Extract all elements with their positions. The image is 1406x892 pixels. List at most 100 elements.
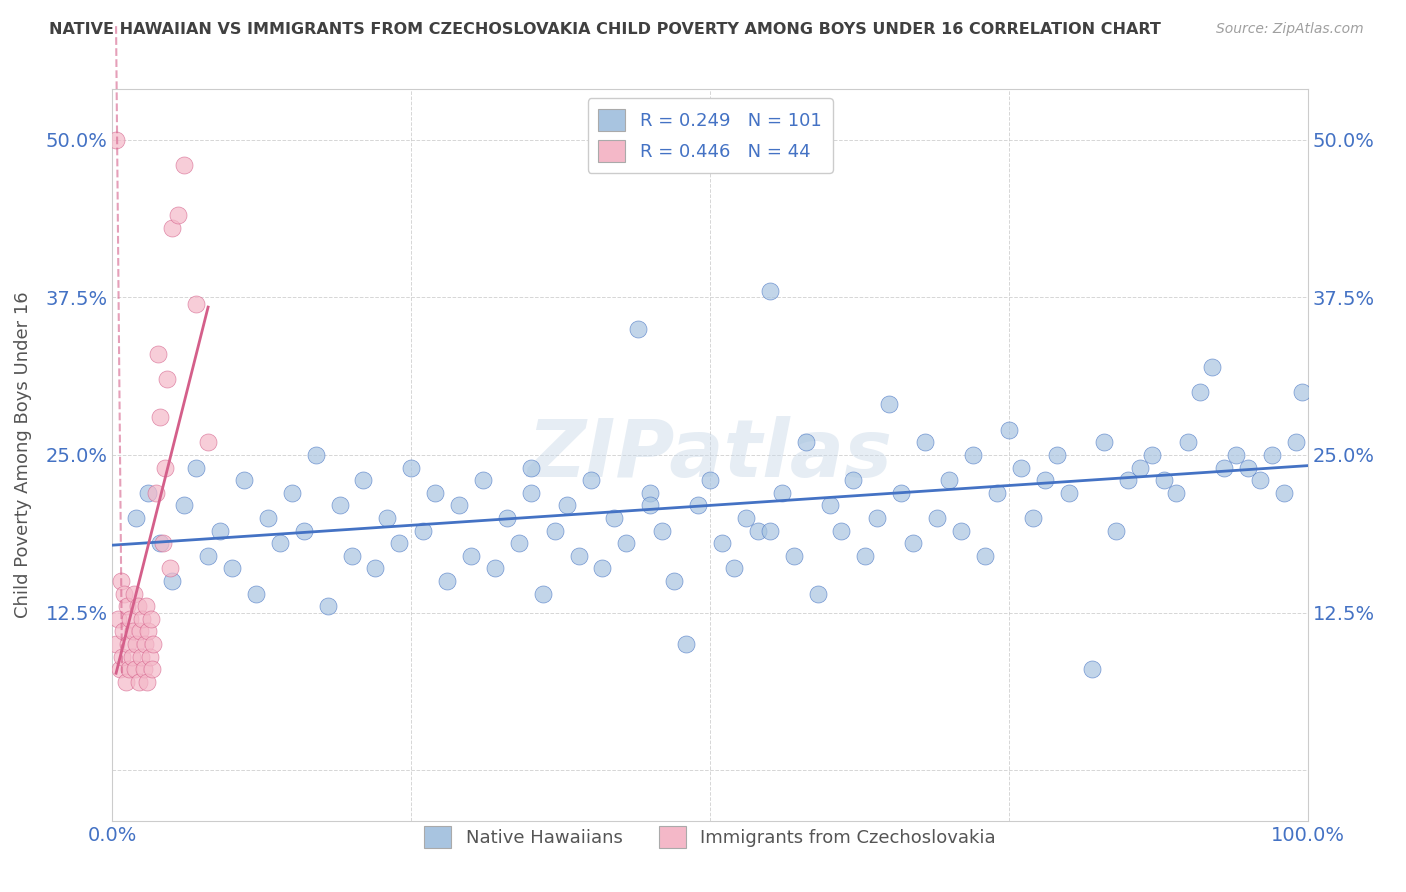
Point — [117, 637, 139, 651]
Point — [484, 561, 506, 575]
Point — [1081, 662, 1104, 676]
Y-axis label: Child Poverty Among Boys Under 16: Child Poverty Among Boys Under 16 — [14, 292, 31, 618]
Point — [938, 473, 960, 487]
Point — [903, 536, 925, 550]
Point — [159, 561, 181, 575]
Point — [1057, 485, 1080, 500]
Point — [579, 473, 602, 487]
Point — [257, 511, 280, 525]
Point — [818, 499, 841, 513]
Point — [1105, 524, 1128, 538]
Point — [129, 649, 152, 664]
Point — [114, 587, 135, 601]
Point — [1118, 473, 1140, 487]
Point — [603, 511, 626, 525]
Point — [782, 549, 804, 563]
Point — [735, 511, 758, 525]
Point — [759, 524, 782, 538]
Point — [890, 485, 912, 500]
Point — [120, 612, 142, 626]
Point — [186, 460, 208, 475]
Point — [127, 599, 149, 614]
Point — [112, 624, 135, 639]
Point — [108, 662, 131, 676]
Point — [233, 473, 256, 487]
Point — [759, 284, 782, 298]
Point — [723, 561, 745, 575]
Point — [221, 561, 243, 575]
Point — [711, 536, 734, 550]
Point — [1142, 448, 1164, 462]
Point — [136, 674, 159, 689]
Point — [1213, 460, 1236, 475]
Point — [145, 485, 167, 500]
Point — [1177, 435, 1199, 450]
Point — [1166, 485, 1188, 500]
Point — [135, 599, 157, 614]
Point — [162, 574, 183, 588]
Point — [132, 662, 155, 676]
Point — [173, 158, 195, 172]
Point — [186, 296, 208, 310]
Point — [173, 499, 195, 513]
Point — [747, 524, 769, 538]
Point — [866, 511, 889, 525]
Point — [107, 612, 129, 626]
Point — [627, 322, 650, 336]
Point — [110, 574, 132, 588]
Point — [640, 485, 662, 500]
Point — [855, 549, 877, 563]
Point — [616, 536, 638, 550]
Point — [927, 511, 949, 525]
Point — [962, 448, 984, 462]
Point — [640, 499, 662, 513]
Legend: Native Hawaiians, Immigrants from Czechoslovakia: Native Hawaiians, Immigrants from Czecho… — [418, 819, 1002, 855]
Point — [105, 133, 128, 147]
Point — [831, 524, 853, 538]
Point — [1094, 435, 1116, 450]
Point — [412, 524, 434, 538]
Point — [316, 599, 339, 614]
Point — [131, 612, 153, 626]
Point — [115, 599, 138, 614]
Point — [128, 674, 150, 689]
Point — [1285, 435, 1308, 450]
Point — [520, 460, 543, 475]
Point — [364, 561, 387, 575]
Point — [111, 649, 134, 664]
Point — [401, 460, 423, 475]
Point — [592, 561, 614, 575]
Point — [122, 587, 145, 601]
Point — [149, 536, 172, 550]
Point — [436, 574, 458, 588]
Point — [568, 549, 591, 563]
Point — [352, 473, 374, 487]
Point — [153, 460, 176, 475]
Point — [1022, 511, 1045, 525]
Point — [950, 524, 973, 538]
Point — [114, 674, 136, 689]
Point — [1291, 384, 1313, 399]
Point — [496, 511, 519, 525]
Point — [986, 485, 1008, 500]
Point — [460, 549, 482, 563]
Point — [842, 473, 865, 487]
Point — [425, 485, 447, 500]
Point — [914, 435, 936, 450]
Point — [124, 662, 146, 676]
Point — [329, 499, 352, 513]
Point — [1201, 359, 1223, 374]
Point — [209, 524, 232, 538]
Point — [138, 485, 160, 500]
Point — [121, 624, 143, 639]
Point — [675, 637, 697, 651]
Point — [1010, 460, 1032, 475]
Point — [125, 637, 148, 651]
Point — [651, 524, 673, 538]
Point — [125, 511, 148, 525]
Point — [146, 347, 169, 361]
Point — [167, 208, 190, 222]
Point — [807, 587, 830, 601]
Text: NATIVE HAWAIIAN VS IMMIGRANTS FROM CZECHOSLOVAKIA CHILD POVERTY AMONG BOYS UNDER: NATIVE HAWAIIAN VS IMMIGRANTS FROM CZECH… — [49, 22, 1161, 37]
Point — [770, 485, 793, 500]
